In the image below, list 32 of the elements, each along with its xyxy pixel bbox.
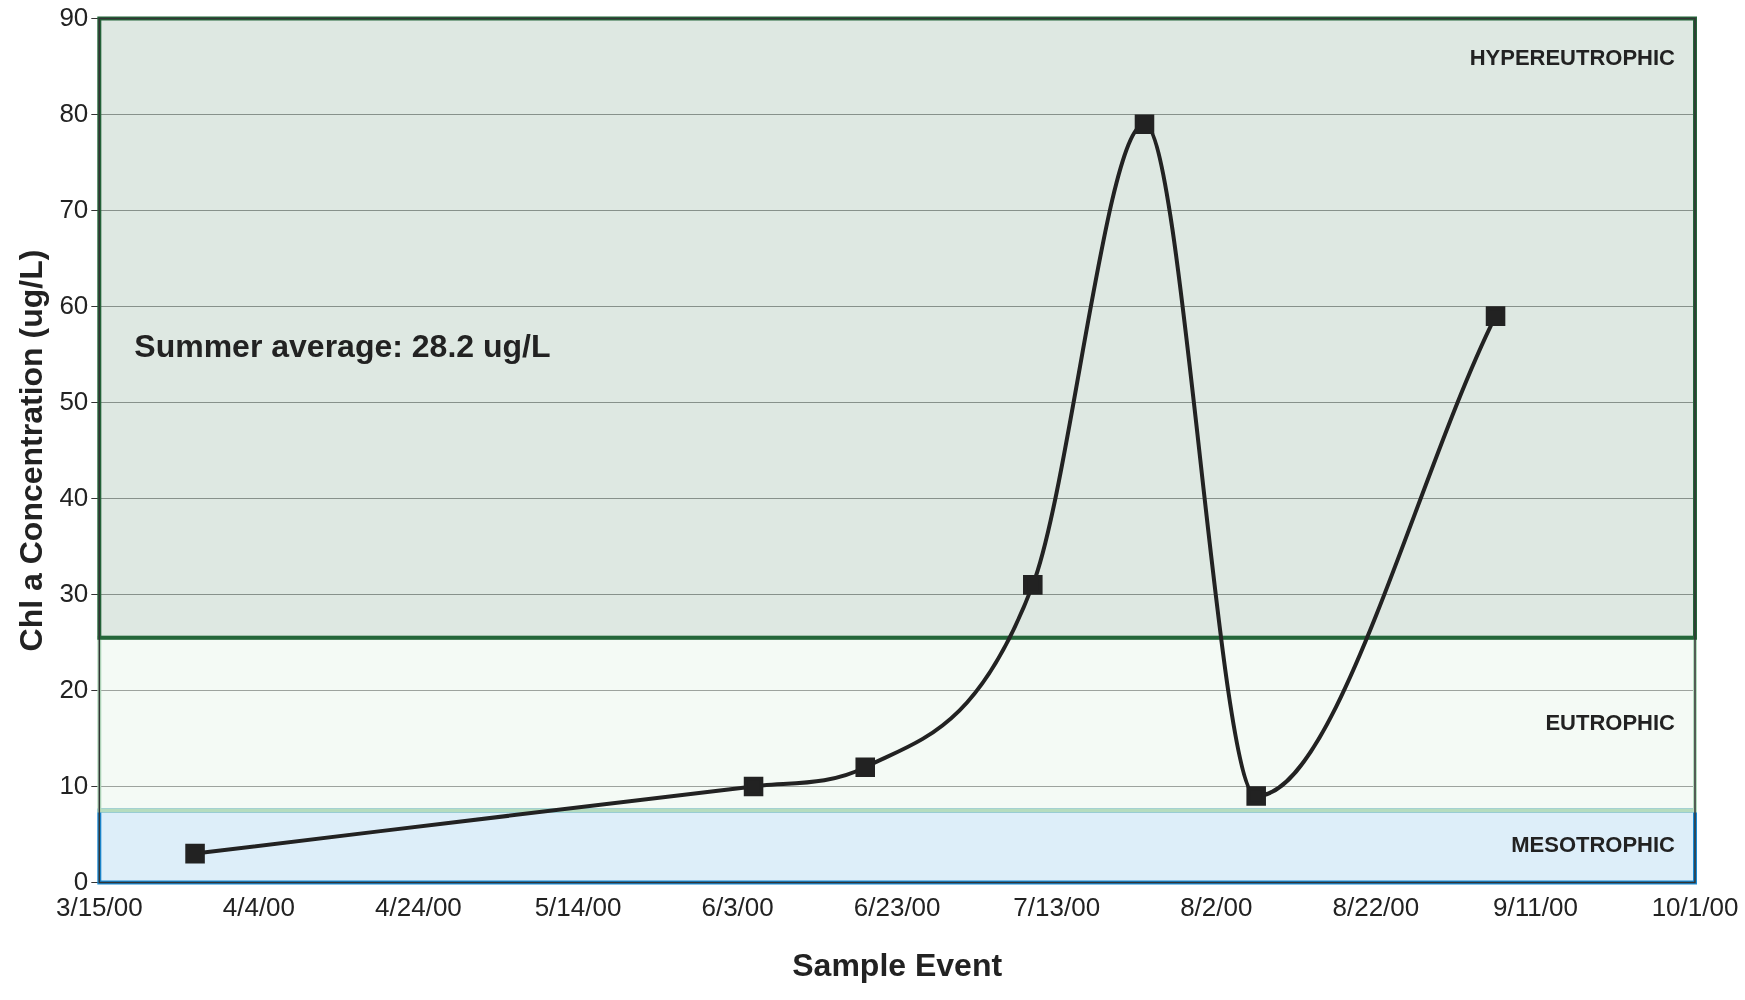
point: [185, 843, 205, 864]
x-tick-label: 6/23/00: [853, 892, 941, 923]
x-tick-label: 9/11/00: [1493, 892, 1578, 923]
annotation: Summer average: 28.2 ug/L: [134, 328, 551, 365]
point: [1134, 114, 1155, 134]
point: [1485, 306, 1506, 326]
y-tick-label: 70: [59, 193, 89, 224]
band-label: MESOTROPHIC: [1511, 832, 1676, 858]
band-label: EUTROPHIC: [1545, 710, 1676, 736]
y-tick-label: 20: [59, 673, 89, 704]
y-tick-label: 30: [59, 577, 89, 608]
x-tick-label: 6/3/00: [701, 892, 774, 923]
y-tick-label: 50: [59, 385, 89, 416]
y-tick-label: 80: [59, 97, 89, 128]
point: [743, 776, 764, 797]
y-axis-title: Chl a Concentration (ug/L): [13, 249, 50, 652]
x-tick-label: 10/1/00: [1651, 892, 1739, 923]
point: [855, 757, 876, 778]
point: [1023, 575, 1043, 595]
x-tick-label: 4/24/00: [375, 892, 462, 923]
y-tick-label: 60: [59, 289, 89, 320]
x-tick-label: 4/4/00: [222, 892, 296, 923]
x-tick-label: 8/22/00: [1332, 892, 1420, 923]
x-axis-title: Sample Event: [792, 946, 1003, 983]
band-label: HYPEREUTROPHIC: [1469, 44, 1676, 70]
x-tick-label: 8/2/00: [1180, 892, 1253, 923]
x-tick-label: 5/14/00: [534, 892, 622, 923]
y-tick-label: 40: [59, 481, 89, 512]
x-tick-label: 7/13/00: [1013, 892, 1101, 923]
y-tick-label: 10: [59, 769, 89, 800]
point: [1246, 786, 1266, 806]
y-tick-label: 90: [59, 1, 89, 32]
